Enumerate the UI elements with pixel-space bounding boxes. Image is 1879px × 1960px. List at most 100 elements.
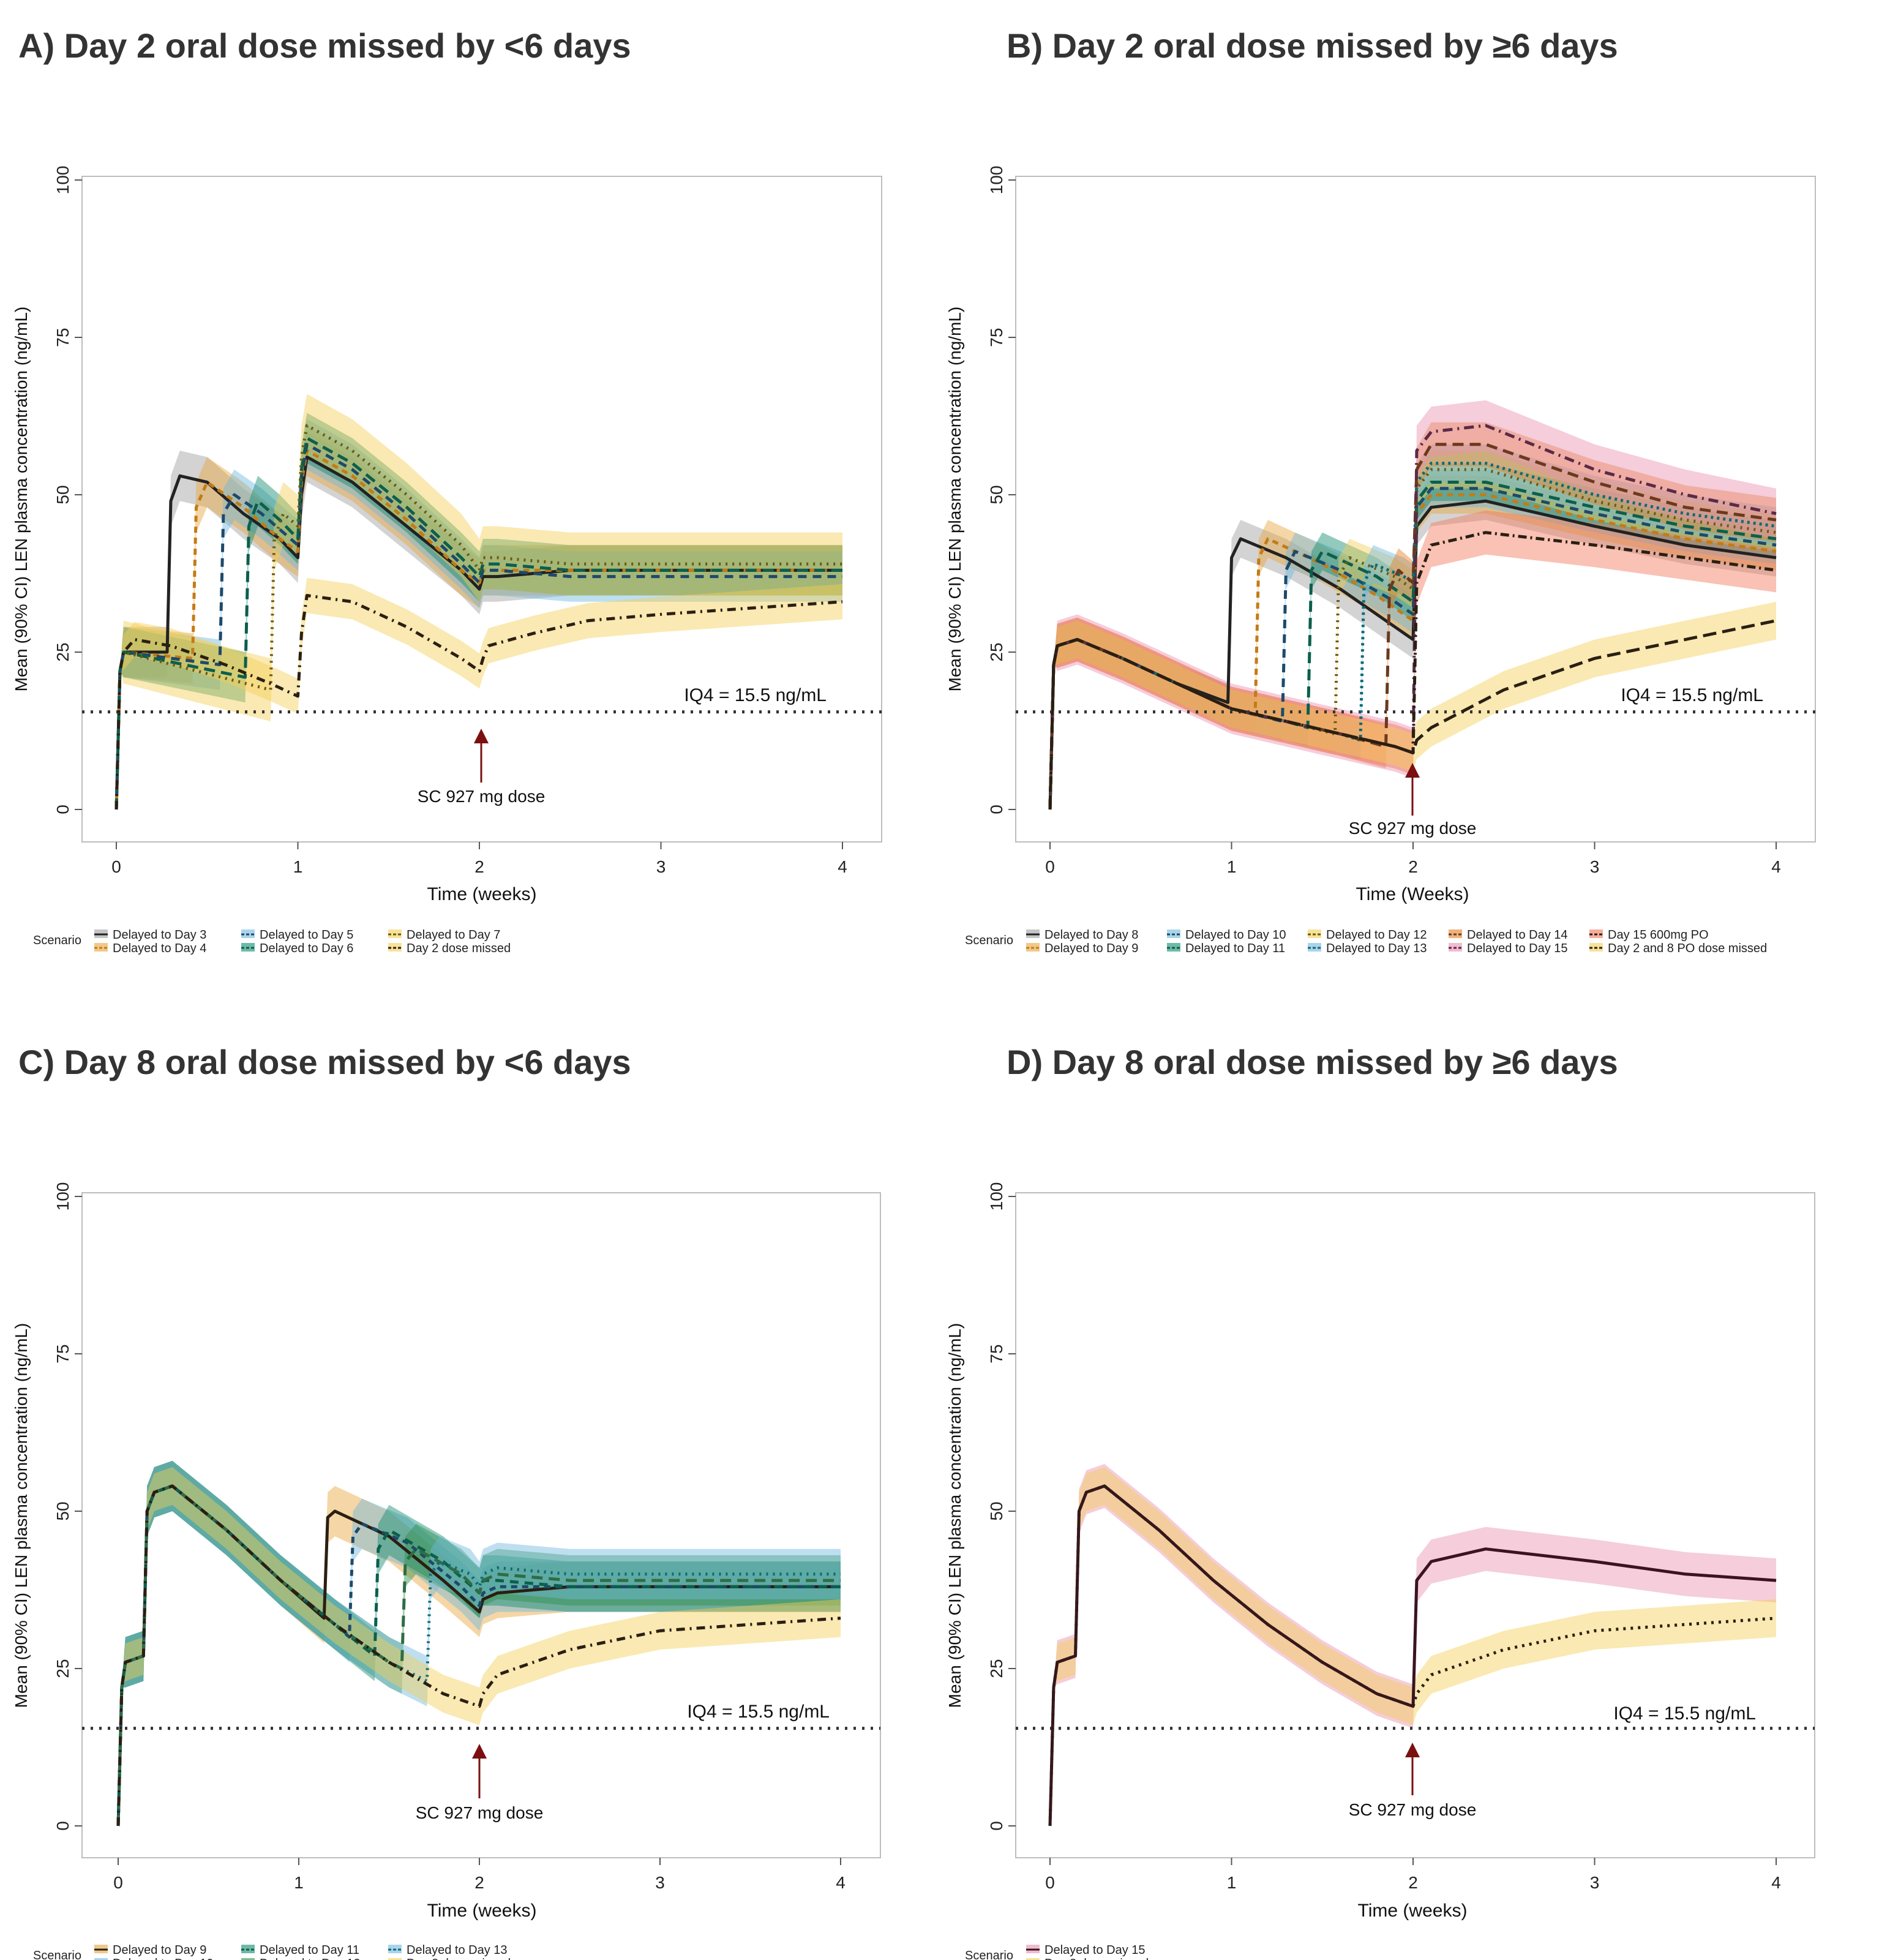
ci-band bbox=[1050, 1467, 1776, 1826]
legend-item: Day 2 and 8 PO dose missed bbox=[1589, 942, 1767, 955]
ci-band bbox=[116, 432, 842, 809]
legend-label: Delayed to Day 12 bbox=[1326, 928, 1427, 942]
x-tick-label: 2 bbox=[1408, 857, 1418, 876]
legend-label: Day 2 dose missed bbox=[407, 942, 511, 955]
dose-arrow-head bbox=[474, 729, 489, 743]
x-tick-label: 2 bbox=[474, 857, 484, 876]
legend-item: Delayed to Day 12 bbox=[1308, 928, 1427, 942]
legend-swatch bbox=[241, 1958, 255, 1960]
x-tick-label: 1 bbox=[1227, 857, 1237, 876]
ci-band bbox=[1050, 444, 1776, 809]
chart-c: 0 1 2 3 4 0 25 50 75 100 Time (weeks) Mean (90% CI)… bbox=[12, 1182, 881, 1960]
series-line bbox=[114, 436, 842, 810]
legend-swatch bbox=[388, 1958, 402, 1960]
ci-band bbox=[1050, 451, 1776, 809]
legend-item: Delayed to Day 11 bbox=[241, 1943, 359, 1957]
ci-band bbox=[1050, 476, 1776, 809]
y-tick-label: 100 bbox=[987, 166, 1006, 195]
series-lines bbox=[1048, 1484, 1777, 1827]
legend-item: Delayed to Day 5 bbox=[241, 928, 353, 942]
legend-item: Delayed to Day 8 bbox=[1026, 928, 1138, 942]
threshold-label: IQ4 = 15.5 ng/mL bbox=[684, 685, 827, 705]
panel-a: A) Day 2 oral dose missed by <6 days 0 1 2… bbox=[0, 0, 939, 980]
x-tick-label: 2 bbox=[1408, 1873, 1418, 1892]
legend-item: Delayed to Day 15 bbox=[1026, 1943, 1146, 1957]
legend-item: Delayed to Day 11 bbox=[1167, 942, 1285, 955]
legend-label: Day 8 dose missed bbox=[1045, 1957, 1149, 1960]
chart-a: 0 1 2 3 4 0 25 50 75 100 Time (weeks) Mean (90% CI)… bbox=[12, 166, 882, 955]
x-tick-label: 4 bbox=[836, 1873, 846, 1892]
legend-item: Delayed to Day 9 bbox=[1026, 942, 1138, 955]
legend-label: Day 8 dose missed bbox=[407, 1957, 511, 1960]
y-tick-label: 0 bbox=[987, 1821, 1006, 1831]
y-tick-label: 100 bbox=[53, 166, 72, 195]
legend-title: Scenario bbox=[33, 1949, 81, 1960]
y-axis-label: Mean (90% CI) LEN plasma concentration (… bbox=[12, 307, 31, 692]
series-line bbox=[1048, 493, 1777, 810]
legend-label: Delayed to Day 4 bbox=[113, 942, 206, 955]
y-tick-label: 75 bbox=[53, 328, 72, 347]
legend-label: Delayed to Day 13 bbox=[407, 1943, 508, 1957]
x-axis-label: Time (weeks) bbox=[427, 884, 537, 904]
legend-label: Delayed to Day 6 bbox=[260, 942, 353, 955]
legend-label: Delayed to Day 15 bbox=[1467, 942, 1568, 955]
legend-label: Delayed to Day 9 bbox=[1045, 942, 1138, 955]
x-tick-label: 1 bbox=[294, 1873, 304, 1892]
x-axis-label: Time (weeks) bbox=[1358, 1901, 1468, 1921]
x-tick-label: 3 bbox=[656, 857, 666, 876]
series-line bbox=[1048, 487, 1777, 810]
ci-band bbox=[1050, 463, 1776, 809]
legend-item: Delayed to Day 10 bbox=[94, 1957, 214, 1960]
ci-band bbox=[118, 1467, 841, 1826]
series-lines bbox=[116, 1484, 841, 1827]
legend: Scenario Delayed to Day 9 Delayed to Day 1… bbox=[33, 1943, 511, 1960]
ci-band bbox=[118, 1460, 841, 1826]
y-axis-label: Mean (90% CI) LEN plasma concentration (… bbox=[945, 307, 964, 692]
legend-item: Delayed to Day 15 bbox=[1449, 942, 1568, 955]
x-tick-label: 0 bbox=[1045, 1873, 1055, 1892]
y-axis-label: Mean (90% CI) LEN plasma concentration (… bbox=[945, 1323, 964, 1708]
x-tick-label: 0 bbox=[111, 857, 121, 876]
dose-arrow-label: SC 927 mg dose bbox=[416, 1803, 544, 1822]
axes: 0 1 2 3 4 0 25 50 75 100 bbox=[53, 1182, 846, 1892]
series-line bbox=[114, 443, 842, 810]
plot-frame bbox=[1015, 1192, 1815, 1858]
x-tick-label: 3 bbox=[1590, 857, 1600, 876]
ci-band bbox=[118, 1460, 841, 1826]
legend-label: Delayed to Day 10 bbox=[1185, 928, 1286, 942]
series-line bbox=[1048, 468, 1777, 810]
panel-c: C) Day 8 oral dose missed by <6 days 0 1 2… bbox=[0, 980, 939, 1960]
ci-band bbox=[118, 1460, 841, 1826]
legend-title: Scenario bbox=[33, 934, 81, 947]
y-tick-label: 50 bbox=[53, 1501, 72, 1520]
ci-bands bbox=[118, 1460, 841, 1826]
y-tick-label: 50 bbox=[987, 1501, 1006, 1520]
y-axis-label: Mean (90% CI) LEN plasma concentration (… bbox=[12, 1323, 31, 1708]
x-tick-label: 2 bbox=[474, 1873, 484, 1892]
legend-item: Delayed to Day 13 bbox=[1308, 942, 1427, 955]
ci-bands bbox=[1050, 1463, 1776, 1826]
legend-label: Delayed to Day 5 bbox=[260, 928, 353, 942]
threshold-label: IQ4 = 15.5 ng/mL bbox=[1621, 685, 1763, 705]
dose-arrow-label: SC 927 mg dose bbox=[418, 787, 546, 806]
x-tick-label: 1 bbox=[293, 857, 303, 876]
legend-item: Delayed to Day 12 bbox=[241, 1957, 361, 1960]
legend-item: Day 15 600mg PO bbox=[1589, 928, 1709, 942]
legend-item: Day 8 dose missed bbox=[1026, 1957, 1149, 1960]
legend-item: Day 2 dose missed bbox=[388, 942, 511, 955]
x-tick-label: 0 bbox=[113, 1873, 123, 1892]
legend-item: Delayed to Day 10 bbox=[1167, 928, 1286, 942]
ci-band bbox=[116, 394, 842, 809]
x-tick-label: 3 bbox=[655, 1873, 665, 1892]
ci-band bbox=[118, 1460, 841, 1826]
dose-arrow-head bbox=[1405, 763, 1420, 778]
legend-item: Delayed to Day 9 bbox=[94, 1943, 206, 1957]
legend-label: Day 2 and 8 PO dose missed bbox=[1608, 942, 1767, 955]
series-line bbox=[1048, 462, 1777, 810]
y-tick-label: 0 bbox=[53, 1821, 72, 1831]
legend-item: Delayed to Day 14 bbox=[1449, 928, 1568, 942]
x-axis-label: Time (Weeks) bbox=[1356, 884, 1469, 904]
panel-title: A) Day 2 oral dose missed by <6 days bbox=[18, 26, 631, 65]
